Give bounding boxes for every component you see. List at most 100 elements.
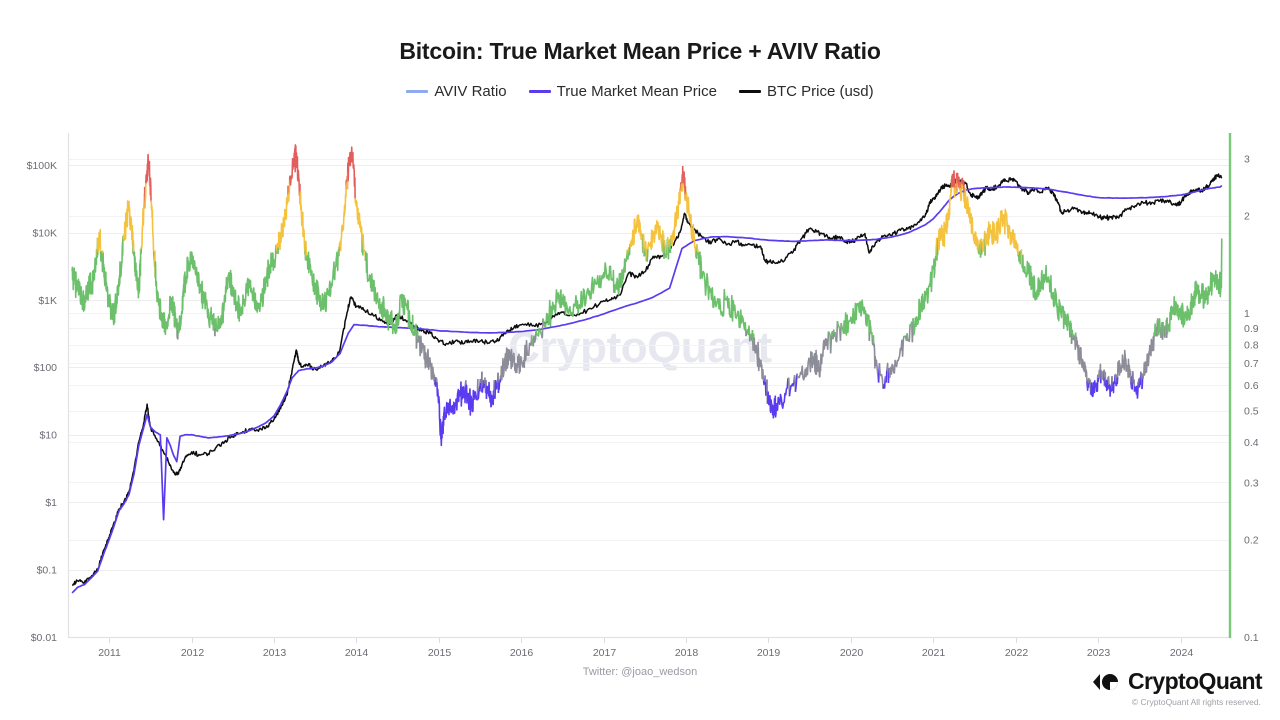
series-aviv-ratio-segment <box>745 331 748 337</box>
y-axis-right-tick-label: 3 <box>1244 153 1250 165</box>
legend-label-true-market-mean-price: True Market Mean Price <box>556 83 717 100</box>
series-aviv-ratio-segment <box>485 379 496 408</box>
brand-rights: © CryptoQuant All rights reserved. <box>1131 697 1261 707</box>
series-aviv-ratio-segment <box>981 230 986 256</box>
series-aviv-ratio-segment <box>1111 374 1116 394</box>
y-axis-right-tick-label: 0.6 <box>1244 380 1259 392</box>
x-axis-tick-label: 2022 <box>1005 647 1029 659</box>
series-aviv-ratio-segment <box>364 251 418 349</box>
series-aviv-ratio-segment <box>956 172 960 189</box>
legend-item-aviv-ratio[interactable]: AVIV Ratio <box>406 83 507 100</box>
series-aviv-ratio-segment <box>299 191 306 254</box>
series-aviv-ratio-segment <box>287 179 291 202</box>
x-axis-tick-label: 2016 <box>510 647 534 659</box>
series-aviv-ratio-segment <box>1116 349 1132 383</box>
series-aviv-ratio-segment <box>122 200 134 254</box>
series-aviv-ratio-segment <box>535 327 544 339</box>
series-aviv-ratio-segment <box>149 177 152 202</box>
x-axis-tick-label: 2013 <box>263 647 287 659</box>
legend-label-aviv-ratio: AVIV Ratio <box>434 83 507 100</box>
series-aviv-ratio-segment <box>541 318 544 339</box>
series-aviv-ratio-segment <box>1133 378 1140 399</box>
series-aviv-ratio-segment <box>305 249 340 313</box>
series-aviv-ratio-segment <box>530 335 534 345</box>
series-aviv-ratio-segment <box>1107 375 1110 386</box>
x-axis-tick-label: 2024 <box>1170 647 1194 659</box>
series-aviv-ratio-segment <box>477 378 482 400</box>
series-aviv-ratio-segment <box>749 333 753 338</box>
y-axis-right-tick-label: 0.9 <box>1244 323 1259 335</box>
series-layer <box>71 144 1223 594</box>
x-axis-tick-label: 2019 <box>757 647 781 659</box>
credit-text: Twitter: @joao_wedson <box>582 666 698 678</box>
series-aviv-ratio-segment <box>788 375 796 397</box>
series-aviv-ratio-segment <box>150 200 155 252</box>
series-aviv-ratio-segment <box>753 337 765 381</box>
series-aviv-ratio-segment <box>628 243 631 256</box>
series-aviv-ratio-segment <box>643 248 647 257</box>
y-axis-left-tick-label: $100 <box>34 362 58 374</box>
series-aviv-ratio-segment <box>102 244 124 326</box>
series-aviv-ratio-segment <box>903 335 906 338</box>
series-aviv-ratio-segment <box>626 250 630 260</box>
y-axis-right-tick-label: 0.5 <box>1244 405 1259 417</box>
series-aviv-ratio-segment <box>482 380 485 389</box>
chart-legend: AVIV Ratio True Market Mean Price BTC Pr… <box>0 83 1280 100</box>
series-aviv-ratio-segment <box>912 245 938 336</box>
series-aviv-ratio-segment <box>542 249 629 329</box>
y-axis-left-tick-label: $0.1 <box>37 564 58 576</box>
cryptoquant-logo-icon <box>1093 673 1119 690</box>
y-axis-left-tick-label: $100K <box>27 160 57 172</box>
series-aviv-ratio-segment <box>1020 249 1023 266</box>
legend-item-btc-price[interactable]: BTC Price (usd) <box>738 83 874 100</box>
series-aviv-ratio-segment <box>882 376 887 389</box>
series-aviv-ratio-segment <box>796 331 830 381</box>
series-aviv-ratio-segment <box>346 146 356 199</box>
series-aviv-ratio-segment <box>71 249 98 312</box>
y-axis-left-tick-label: $10 <box>39 430 57 442</box>
y-axis-right-tick-label: 1 <box>1244 308 1250 320</box>
tick-label-layer: $100K $10K $1K $100 $10 $1 $0.1 $0.01 3 2 1 0.9 0.8 0… <box>27 153 1259 659</box>
y-axis-right-tick-label: 0.2 <box>1244 534 1259 546</box>
series-aviv-ratio-segment <box>937 179 953 251</box>
series-aviv-ratio-segment <box>629 214 644 252</box>
series-aviv-ratio-segment <box>787 377 791 397</box>
series-aviv-ratio-segment <box>794 373 798 392</box>
series-aviv-ratio-segment <box>145 153 151 196</box>
series-aviv-ratio-segment <box>642 233 645 257</box>
series-aviv-ratio-segment <box>99 250 104 273</box>
series-aviv-ratio-segment <box>697 251 747 337</box>
series-aviv-ratio-segment <box>1166 238 1223 335</box>
series-aviv-ratio-segment <box>1090 374 1099 398</box>
y-axis-left-tick-label: $0.01 <box>31 632 57 644</box>
series-aviv-ratio-segment <box>963 187 980 252</box>
x-axis-tick-label: 2014 <box>345 647 369 659</box>
series-aviv-ratio-segment <box>214 245 277 333</box>
series-aviv-ratio-segment <box>465 379 479 416</box>
legend-swatch-aviv-ratio <box>406 90 429 93</box>
series-aviv-ratio-segment <box>888 335 905 379</box>
series-aviv-ratio-segment <box>1020 254 1071 338</box>
x-axis-tick-label: 2015 <box>428 647 452 659</box>
brand-block: CryptoQuant © CryptoQuant All rights res… <box>1091 668 1263 707</box>
series-aviv-ratio-segment <box>277 185 289 251</box>
series-aviv-ratio-segment <box>684 192 697 258</box>
series-aviv-ratio-segment <box>354 198 363 253</box>
series-aviv-ratio-segment <box>362 234 366 253</box>
y-axis-right-tick-label: 2 <box>1244 210 1250 222</box>
series-aviv-ratio-segment <box>499 335 533 381</box>
series-aviv-ratio-segment <box>1108 376 1113 397</box>
series-aviv-ratio-segment <box>483 377 487 385</box>
series-aviv-ratio-segment <box>681 166 686 188</box>
series-aviv-ratio-segment <box>647 220 665 254</box>
grid-layer <box>68 159 1230 638</box>
brand-name: CryptoQuant <box>1128 668 1263 694</box>
x-axis-tick-label: 2012 <box>181 647 205 659</box>
legend-item-true-market-mean-price[interactable]: True Market Mean Price <box>528 83 717 100</box>
y-axis-right-tick-label: 0.1 <box>1244 632 1259 644</box>
x-axis-tick-label: 2023 <box>1087 647 1111 659</box>
series-aviv-ratio-segment <box>696 244 699 253</box>
series-aviv-ratio-segment <box>1017 250 1022 265</box>
